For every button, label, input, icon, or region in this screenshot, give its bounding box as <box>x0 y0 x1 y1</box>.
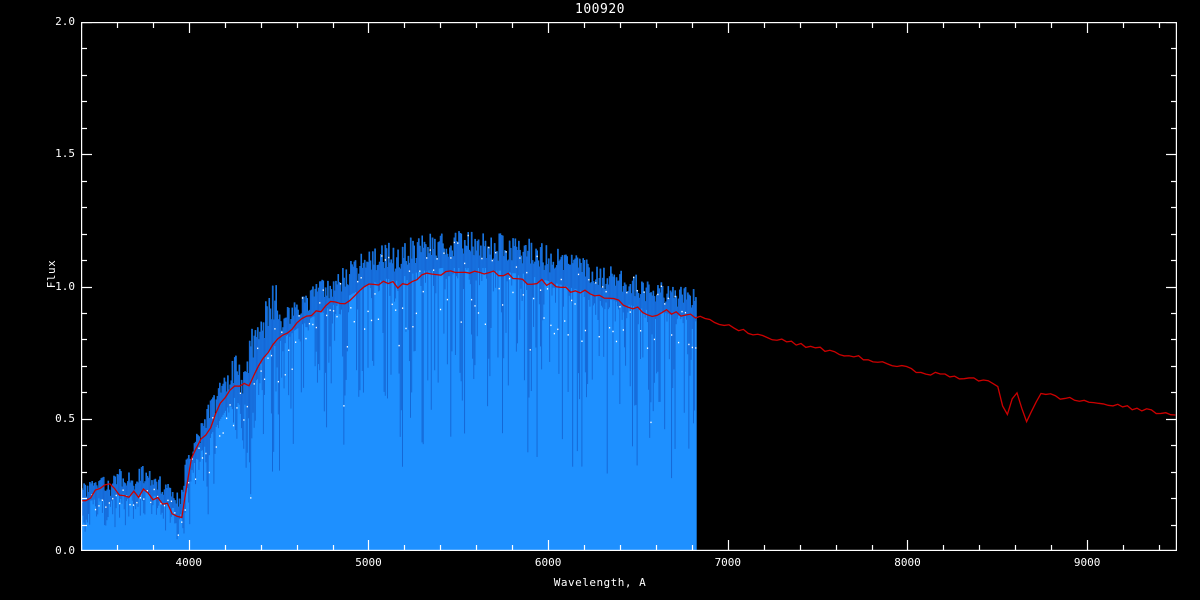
x-tick-label: 9000 <box>1073 556 1101 569</box>
y-tick-label: 0.0 <box>55 544 75 557</box>
observed-data-points <box>81 234 697 536</box>
x-tick-label: 4000 <box>175 556 203 569</box>
y-tick-label: 1.5 <box>55 147 75 161</box>
observed-spectrum-fill <box>81 231 697 551</box>
page-title: 100920 <box>575 2 625 17</box>
y-tick-label: 0.5 <box>55 411 75 425</box>
x-tick-label: 6000 <box>534 556 562 569</box>
plot-area <box>81 22 1177 551</box>
x-tick-label: 7000 <box>714 556 742 569</box>
x-axis-label: Wavelength, A <box>553 576 647 589</box>
y-tick-label: 2.0 <box>55 15 75 28</box>
model-spectrum-line <box>81 270 1176 519</box>
x-tick-label: 8000 <box>894 556 921 569</box>
y-axis-label: Flux <box>45 259 58 289</box>
axes-frame <box>81 22 1177 551</box>
spectrum-data-layer <box>81 231 1176 551</box>
y-tick-label: 1.0 <box>55 279 75 293</box>
x-tick-label: 5000 <box>355 556 382 569</box>
